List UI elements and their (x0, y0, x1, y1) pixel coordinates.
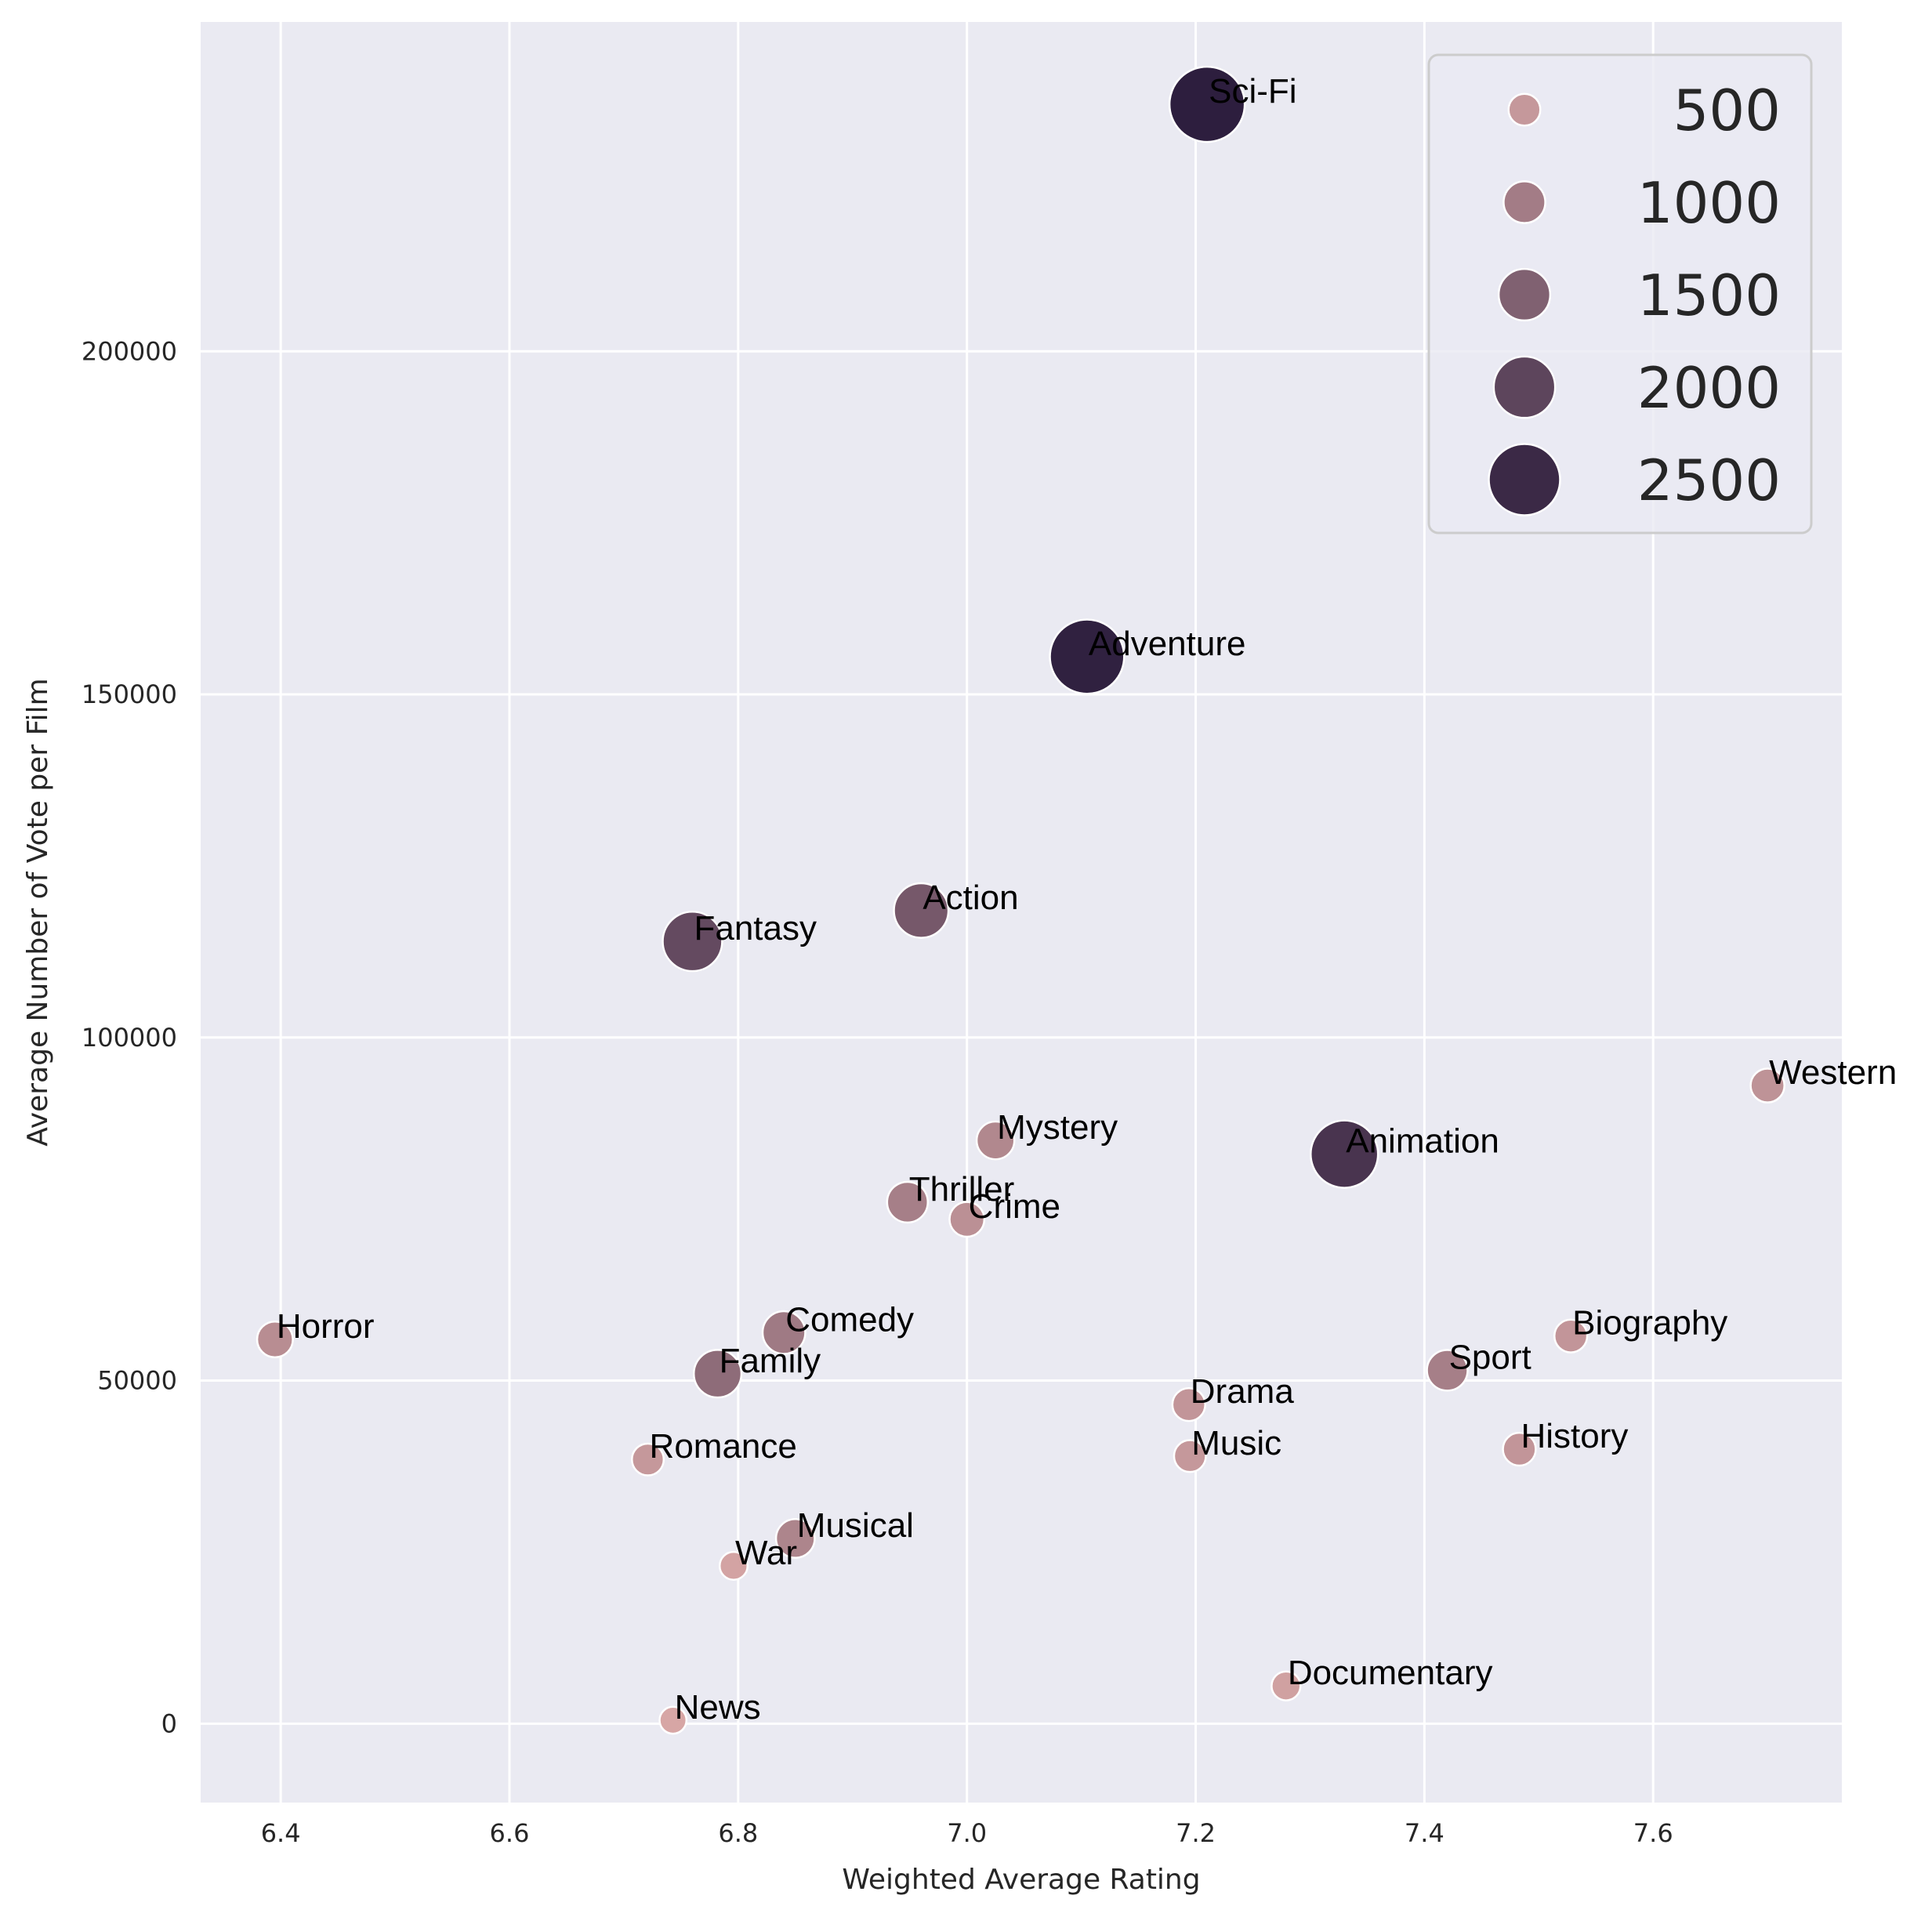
x-tick-label: 6.4 (261, 1818, 301, 1848)
point-label: Crime (969, 1187, 1060, 1226)
x-tick-label: 7.6 (1633, 1818, 1673, 1848)
point-label: Comedy (785, 1300, 914, 1339)
legend-marker (1507, 92, 1542, 127)
point-label: Documentary (1288, 1654, 1493, 1692)
data-point (662, 911, 723, 973)
point-label: Western (1769, 1053, 1897, 1092)
data-point (1171, 1387, 1206, 1422)
x-tick-label: 6.6 (490, 1818, 530, 1848)
data-point (256, 1320, 294, 1359)
y-tick-labels: 0 50000 100000 150000 200000 (82, 336, 177, 1738)
data-point (975, 1120, 1016, 1161)
data-point (761, 1310, 807, 1355)
point-label: Horror (277, 1307, 375, 1346)
y-tick-label: 0 (161, 1709, 177, 1738)
data-point (1168, 65, 1246, 143)
data-point (692, 1349, 743, 1399)
point-label: Adventure (1089, 625, 1246, 663)
data-point (1270, 1670, 1302, 1701)
data-point (1173, 1439, 1207, 1473)
point-label: News (675, 1688, 761, 1727)
legend-marker (1492, 355, 1557, 419)
data-point (893, 882, 950, 939)
data-point (1049, 618, 1125, 695)
y-tick-label: 50000 (97, 1366, 177, 1396)
point-label: Mystery (997, 1108, 1118, 1147)
x-tick-label: 6.8 (718, 1818, 758, 1848)
y-tick-label: 150000 (82, 679, 177, 709)
point-label: Sci-Fi (1209, 72, 1296, 111)
x-tick-label: 7.4 (1405, 1818, 1444, 1848)
point-label: Animation (1346, 1122, 1499, 1161)
data-point (1502, 1431, 1537, 1467)
y-tick-label: 100000 (82, 1023, 177, 1053)
point-label: Family (720, 1342, 821, 1380)
legend-label: 2000 (1637, 355, 1781, 421)
point-label: Thriller (909, 1170, 1014, 1209)
x-axis-label: Weighted Average Rating (842, 1864, 1200, 1896)
y-axis-label: Average Number of Vote per Film (22, 678, 54, 1146)
point-label: History (1521, 1417, 1628, 1455)
point-label: Action (923, 879, 1018, 917)
data-point (1749, 1067, 1785, 1103)
legend-marker (1488, 443, 1561, 516)
legend-label: 2500 (1637, 448, 1781, 513)
data-point (774, 1517, 816, 1559)
point-label: Sport (1449, 1338, 1531, 1376)
legend-marker (1502, 180, 1546, 224)
point-label: Fantasy (694, 909, 817, 948)
data-point (658, 1705, 688, 1735)
data-point (631, 1442, 665, 1477)
x-tick-labels: 6.4 6.6 6.8 7.0 7.2 7.4 7.6 (261, 1818, 1673, 1848)
point-label: Drama (1191, 1372, 1295, 1411)
data-point (1310, 1119, 1379, 1189)
point-label: War (735, 1534, 797, 1572)
point-label: Romance (650, 1427, 797, 1466)
data-point (886, 1180, 930, 1224)
legend-label: 1000 (1637, 170, 1781, 236)
data-point (1426, 1349, 1469, 1392)
x-tick-label: 7.2 (1176, 1818, 1216, 1848)
data-point (718, 1550, 749, 1581)
legend-label: 1500 (1637, 263, 1781, 328)
data-point (1553, 1318, 1589, 1353)
data-points (256, 65, 1785, 1735)
data-point (948, 1201, 986, 1238)
grid-lines (201, 22, 1842, 1803)
x-tick-label: 7.0 (947, 1818, 987, 1848)
point-labels: Sci-Fi Adventure Action Fantasy Western Myste… (277, 72, 1897, 1727)
y-tick-label: 200000 (82, 336, 177, 366)
point-label: Musical (797, 1506, 914, 1545)
point-label: Biography (1572, 1304, 1727, 1343)
point-label: Music (1191, 1424, 1281, 1462)
legend-marker (1497, 267, 1552, 322)
legend-label: 500 (1673, 78, 1781, 143)
legend: 500 1000 1500 2000 2500 (1427, 53, 1813, 535)
